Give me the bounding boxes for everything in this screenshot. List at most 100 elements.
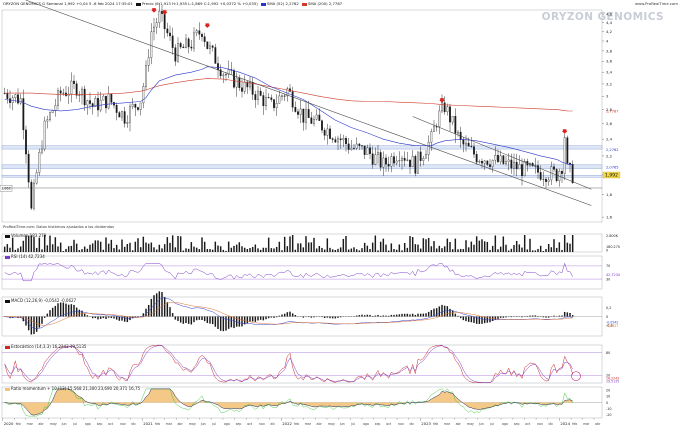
x-month-label: jun xyxy=(61,422,67,426)
macd-histogram-bar xyxy=(465,316,467,322)
candle-body xyxy=(374,154,377,165)
candle-body xyxy=(182,46,185,49)
volume-bar xyxy=(174,247,177,252)
volume-bar xyxy=(273,248,275,252)
volume-bar xyxy=(233,245,235,252)
macd-histogram-bar xyxy=(310,316,313,318)
candle-body xyxy=(337,138,339,143)
candle-body xyxy=(547,179,550,182)
rsi-line xyxy=(4,262,573,282)
candle-body xyxy=(83,88,86,106)
trend-line xyxy=(412,116,592,190)
x-month-label: may xyxy=(328,422,335,426)
x-month-label: dic xyxy=(131,422,136,426)
volume-bar xyxy=(305,236,307,252)
candle-body xyxy=(35,172,38,184)
candle-body xyxy=(505,161,507,164)
macd-histogram-bar xyxy=(201,316,203,321)
candle-body xyxy=(553,166,555,170)
macd-histogram-bar xyxy=(369,314,371,317)
volume-bar xyxy=(470,241,473,252)
macd-histogram-bar xyxy=(395,314,398,317)
volume-bar xyxy=(515,240,518,252)
candle-body xyxy=(49,112,51,120)
left-price-tag xyxy=(0,185,13,192)
support-band xyxy=(1,145,603,150)
candle-body xyxy=(214,47,217,64)
candle-body xyxy=(241,87,243,92)
candle-body xyxy=(70,80,73,95)
candle-body xyxy=(153,26,155,32)
macd-histogram-bar xyxy=(289,311,291,317)
volume-bar xyxy=(462,249,465,252)
volume-bar xyxy=(302,247,305,252)
macd-histogram-bar xyxy=(99,316,102,319)
candle-body xyxy=(233,70,235,88)
macd-histogram-bar xyxy=(177,316,179,321)
candle-body xyxy=(30,181,33,209)
candle-body xyxy=(270,97,273,100)
volume-bar xyxy=(353,247,355,252)
volume-bar xyxy=(78,250,81,252)
candle-body xyxy=(321,120,323,131)
macd-histogram-bar xyxy=(481,316,483,324)
macd-histogram-bar xyxy=(529,315,531,317)
macd-histogram-bar xyxy=(105,316,107,319)
candle-body xyxy=(395,160,398,164)
support-band xyxy=(1,164,603,169)
volume-bar xyxy=(369,249,371,252)
volume-bar xyxy=(49,235,51,252)
macd-histogram-bar xyxy=(97,316,99,320)
macd-histogram-bar xyxy=(171,313,174,317)
macd-histogram-bar xyxy=(225,316,227,331)
macd-histogram-bar xyxy=(553,315,555,317)
macd-histogram-bar xyxy=(401,313,403,317)
candle-body xyxy=(342,138,345,141)
macd-histogram-bar xyxy=(363,315,366,317)
x-month-label: feb xyxy=(572,422,577,426)
candle-body xyxy=(286,88,289,97)
macd-histogram-bar xyxy=(387,315,390,317)
candle-body xyxy=(38,151,41,173)
volume-bar xyxy=(291,235,294,252)
candle-body xyxy=(318,114,321,121)
macd-histogram-bar xyxy=(537,315,539,317)
x-year-label: 2023 xyxy=(421,421,431,426)
candle-body xyxy=(198,30,201,35)
macd-histogram-bar xyxy=(78,309,81,317)
volume-bar xyxy=(70,245,73,252)
macd-histogram-bar xyxy=(414,314,417,317)
candle-body xyxy=(347,143,350,150)
volume-bar xyxy=(251,246,254,252)
support-band xyxy=(1,175,603,178)
volume-bar xyxy=(139,247,142,252)
candle-body xyxy=(294,107,297,112)
candle-body xyxy=(54,105,57,111)
macd-histogram-bar xyxy=(313,316,315,318)
macd-histogram-bar xyxy=(270,316,273,318)
candle-body xyxy=(366,147,369,155)
macd-value-label: -0,0542 xyxy=(606,321,618,325)
osc-fast-line xyxy=(4,388,573,417)
macd-histogram-bar xyxy=(193,316,195,323)
macd-histogram-bar xyxy=(390,314,393,317)
source-url[interactable]: www.ProRealTime.com xyxy=(635,1,678,6)
volume-bar xyxy=(390,243,393,252)
candle-body xyxy=(315,114,318,120)
x-month-label: nov xyxy=(398,422,404,426)
candle-body xyxy=(510,159,513,169)
candle-body xyxy=(563,137,566,174)
candle-body xyxy=(51,110,54,113)
signal-arrow-marker xyxy=(561,129,568,134)
candle-body xyxy=(267,97,270,99)
candle-body xyxy=(166,28,169,34)
macd-histogram-bar xyxy=(286,312,289,317)
stochastic-panel-label: Estocástico (14,3,3) 16,2243 19,5135 xyxy=(3,344,86,349)
volume-bar xyxy=(443,246,446,252)
price-tick-label: 3,6 xyxy=(606,59,613,64)
volume-bar xyxy=(475,236,478,252)
volume-bar xyxy=(422,238,425,252)
volume-bar xyxy=(75,243,78,252)
candle-body xyxy=(382,157,385,168)
volume-bar xyxy=(446,238,449,252)
